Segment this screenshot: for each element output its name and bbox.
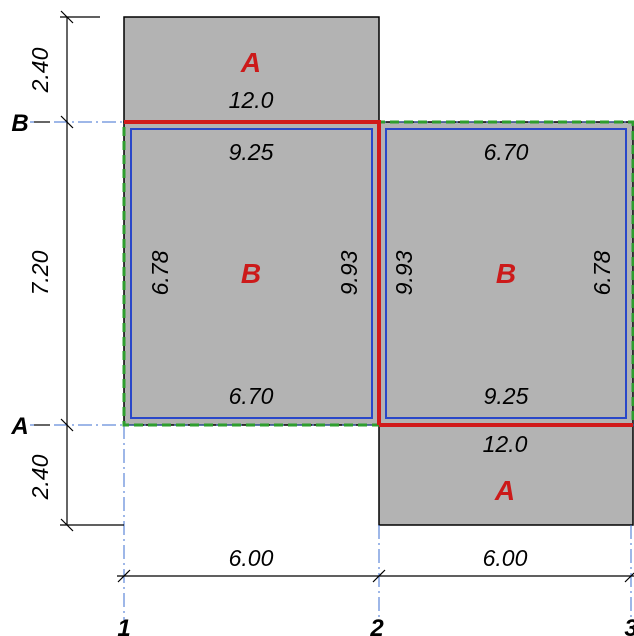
dim-tick-2 — [60, 115, 74, 129]
panel-left-b-right-value: 9.93 — [336, 250, 362, 295]
red-beam-upper — [124, 120, 381, 425]
dim-tick-4 — [60, 518, 74, 532]
panel-value-top-a: 12.0 — [229, 87, 274, 113]
panel-right-b-left-value: 9.93 — [391, 250, 417, 295]
dim-tick-h3 — [624, 572, 634, 583]
panel-label-top-a: A — [240, 47, 261, 78]
grid-label-row-b: B — [11, 110, 28, 137]
dim-top-a: 2.40 — [27, 47, 53, 93]
panel-left-b-left-value: 6.78 — [147, 250, 173, 295]
panel-label-left-b: B — [241, 258, 261, 289]
slab-panel-left-b — [123, 121, 380, 426]
panel-label-right-b: B — [496, 258, 516, 289]
slab-panel-bottom-a — [378, 424, 634, 526]
dim-bottom-a: 2.40 — [27, 454, 53, 500]
dim-tick-3 — [60, 418, 74, 432]
panel-left-b-bottom-value: 6.70 — [229, 383, 274, 409]
panel-label-bottom-a: A — [494, 475, 515, 506]
panel-right-b-right-value: 6.78 — [589, 250, 615, 295]
grid-label-col-2: 2 — [369, 615, 384, 636]
dim-span-2-3: 6.00 — [483, 545, 528, 571]
grid-label-row-a: A — [10, 413, 28, 440]
panel-right-b-bottom-value: 9.25 — [484, 383, 529, 409]
dim-span-1-2: 6.00 — [229, 545, 274, 571]
panel-right-b-top-value: 6.70 — [484, 139, 529, 165]
dim-tick-h1 — [117, 569, 131, 583]
dim-middle-b: 7.20 — [27, 250, 53, 295]
grid-label-col-1: 1 — [117, 615, 130, 636]
panel-value-bottom-a: 12.0 — [483, 431, 528, 457]
panel-outline-right — [385, 128, 627, 419]
panel-left-b-top-value: 9.25 — [229, 139, 274, 165]
dim-tick-h2 — [372, 569, 386, 583]
grid-label-col-3: 3 — [624, 615, 634, 636]
panel-outline-left — [130, 128, 373, 419]
dim-tick-1 — [60, 10, 74, 24]
slab-panel-top-a — [123, 16, 380, 123]
